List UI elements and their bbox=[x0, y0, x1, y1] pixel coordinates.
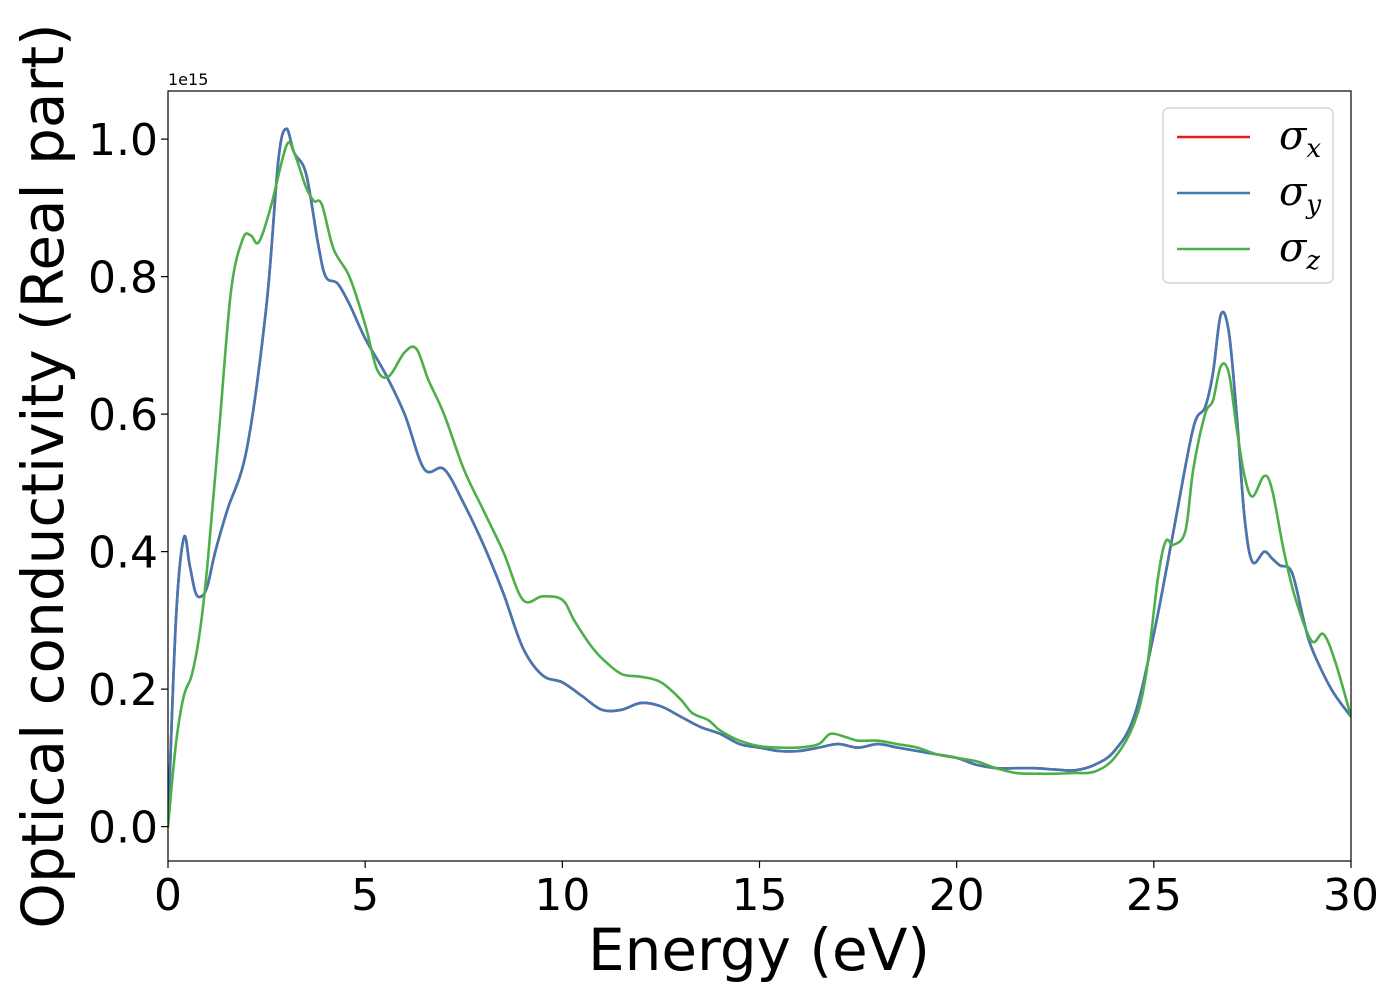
x-tick-label: 10 bbox=[534, 870, 590, 921]
legend-box bbox=[1162, 107, 1334, 284]
y-axis: 0.0 0.2 0.4 0.6 0.8 1.0 bbox=[88, 115, 168, 854]
y-tick-label: 0.4 bbox=[88, 528, 158, 579]
y-axis-title: Optical conductivity (Real part) bbox=[9, 23, 77, 928]
x-tick-label: 25 bbox=[1126, 870, 1182, 921]
y-tick-label: 0.2 bbox=[88, 665, 158, 716]
x-axis-title: Energy (eV) bbox=[588, 916, 930, 984]
x-tick-label: 30 bbox=[1323, 870, 1379, 921]
series-line-z bbox=[168, 140, 1351, 828]
y-tick-label: 0.6 bbox=[88, 390, 158, 441]
y-offset-label: 1e15 bbox=[168, 70, 208, 89]
x-axis: 0 5 10 15 20 25 30 bbox=[154, 861, 1379, 921]
y-tick-label: 0.0 bbox=[88, 803, 158, 854]
legend-label-z: σz bbox=[1279, 225, 1320, 276]
x-tick-label: 5 bbox=[351, 870, 379, 921]
series-line-y bbox=[168, 127, 1351, 828]
x-tick-label: 15 bbox=[732, 870, 788, 921]
y-tick-label: 0.8 bbox=[88, 253, 158, 304]
x-tick-label: 0 bbox=[154, 870, 182, 921]
x-tick-label: 20 bbox=[929, 870, 985, 921]
legend-label-x: σx bbox=[1279, 113, 1321, 164]
legend-label-y: σy bbox=[1279, 169, 1321, 220]
series-layer bbox=[168, 127, 1351, 828]
y-tick-label: 1.0 bbox=[88, 115, 158, 166]
